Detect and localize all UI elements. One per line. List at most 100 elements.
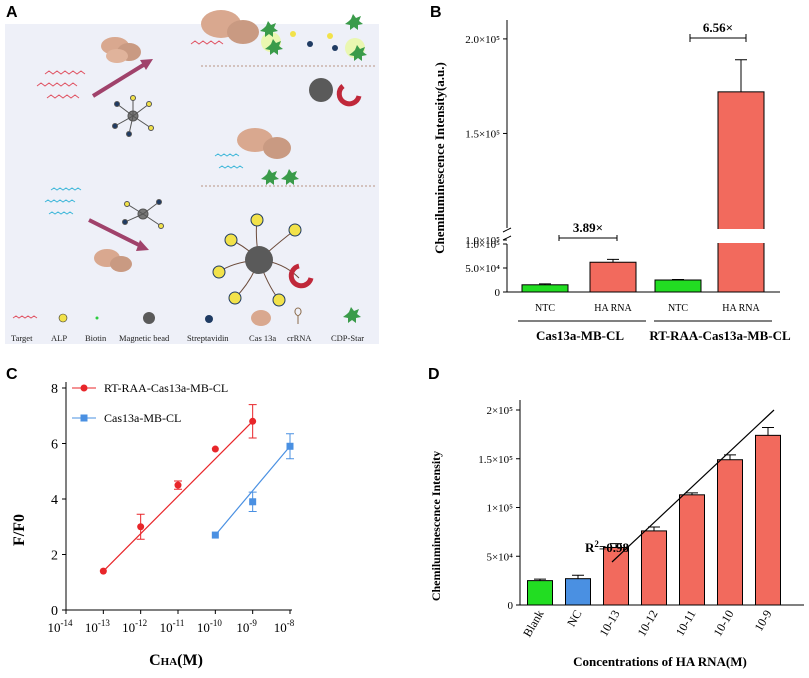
chart-c-point — [137, 523, 145, 531]
chart-d-errorbar — [648, 526, 660, 531]
chart-d-ytick-label: 1.5×10⁵ — [478, 454, 513, 466]
chart-d-errorbar — [572, 574, 584, 579]
chart-b-ylabel: Chemiluminescence Intensity(a.u.) — [432, 62, 447, 254]
chart-d-ytick-label: 0 — [508, 600, 514, 612]
chart-c-ytick-label: 6 — [51, 438, 58, 453]
chart-d-errorbar — [610, 543, 622, 548]
chart-b-errorbar — [607, 258, 619, 263]
chart-b-bar — [654, 279, 702, 293]
panel-d: D Chemiluminescence Intensity 0 5×10⁴ 1×10… — [400, 360, 809, 678]
chart-c-point — [211, 445, 219, 453]
chart-b-xtick-3: NTC — [668, 303, 688, 314]
chart-d-bar — [717, 459, 743, 606]
panel-label-d: D — [428, 366, 440, 383]
legend-cas13a: Cas 13a — [249, 333, 276, 343]
chart-c-xlabel: CHA(M) — [149, 652, 203, 669]
legend-streptavidin: Streptavidin — [187, 333, 229, 343]
chart-c-ytick-label: 4 — [51, 493, 58, 508]
chart-d-xtick-label: Blank — [520, 608, 546, 640]
chart-b-fold-annotations — [558, 34, 747, 241]
chart-c-point — [99, 567, 107, 575]
chart-b-ytick-high-label: 1.0×10⁵ — [465, 239, 500, 251]
chart-d-bar — [641, 530, 667, 606]
chart-d-ytick-label: 1×10⁵ — [486, 503, 513, 515]
chart-d-bar — [679, 494, 705, 606]
panel-label-b: B — [430, 4, 442, 21]
chart-b-ytick-low-label: 5.0×10⁴ — [465, 263, 500, 275]
magnetic-bead-probe-top — [112, 95, 154, 137]
chart-b-bar-break — [717, 229, 765, 243]
chart-b-group-2: RT-RAA-Cas13a-MB-CL — [649, 328, 791, 343]
legend-icons — [12, 307, 361, 326]
chart-b-errorbar — [539, 283, 551, 285]
arrow-bottom — [88, 218, 142, 248]
chart-c-legend-2: Cas13a-MB-CL — [104, 411, 181, 425]
chart-b: Chemiluminescence Intensity(a.u.) 0 5.0×1… — [432, 20, 791, 343]
chart-c-ytick-label: 8 — [51, 382, 58, 397]
chart-d-xtick-label: 10-13 — [596, 608, 622, 639]
chart-c-ytick-label: 0 — [51, 604, 58, 619]
panel-c: C F/F0 0 2 4 6 8 10-14 10-13 10-12 10-11 10-10 10… — [0, 360, 400, 678]
schematic-illustration: Target ALP Biotin Magnetic bead Streptav… — [5, 10, 379, 344]
chart-c-ytick-label: 2 — [51, 549, 58, 564]
legend-biotin: Biotin — [85, 333, 107, 343]
free-cdp-star-bottom — [261, 169, 299, 185]
chart-b-axis-break — [502, 227, 512, 241]
chart-c-xtick-label: 10-9 — [236, 618, 257, 635]
cas13a-complex-top — [101, 37, 141, 63]
chart-b-annotation-1: 3.89× — [573, 220, 603, 235]
target-rna-bottom — [44, 153, 244, 215]
chart-b-errorbar — [735, 59, 747, 92]
chart-c-fit-line — [102, 420, 254, 572]
legend-cdp-star: CDP-Star — [331, 333, 364, 343]
legend-alp: ALP — [51, 333, 67, 343]
chart-b-xtick-4: HA RNA — [722, 303, 760, 314]
legend-labels: Target ALP Biotin Magnetic bead Streptav… — [11, 333, 364, 343]
arrow-top — [91, 62, 147, 98]
panel-a: A — [0, 0, 390, 345]
chart-d-errorbar — [762, 427, 774, 436]
legend-target: Target — [11, 333, 33, 343]
chart-b-xtick-1: NTC — [535, 303, 555, 314]
chart-d-xtick-label: 10-11 — [673, 608, 699, 639]
chart-d-xtick-label: 10-9 — [751, 608, 774, 634]
chart-d-annotation: R2=0.98 — [585, 539, 630, 555]
chart-d-ytick-label: 5×10⁴ — [486, 551, 513, 563]
chart-d: Chemiluminescence Intensity 0 5×10⁴ 1×10⁵ 1… — [429, 400, 804, 669]
chart-b-bar — [521, 284, 569, 293]
chart-d-xtick-label: NC — [564, 608, 584, 629]
chart-d-errorbar — [686, 492, 698, 495]
panel-label-c: C — [6, 366, 18, 383]
magnetic-bead-probe-bottom — [122, 199, 164, 229]
chart-b-ytick-low-label: 1.0×10⁵ — [465, 235, 500, 247]
chart-c-point — [174, 481, 182, 489]
target-rna-top — [36, 70, 86, 99]
chart-b-bar — [717, 91, 765, 293]
chart-c-xtick-label: 10-8 — [274, 618, 295, 635]
chart-c-xtick-label: 10-13 — [85, 618, 110, 635]
chart-d-xtick-label: 10-12 — [634, 608, 660, 639]
chart-c-point — [286, 442, 294, 450]
chart-c-xtick-label: 10-11 — [160, 618, 185, 635]
chart-d-bar — [755, 434, 781, 606]
chart-d-bar — [603, 546, 629, 606]
chart-c-ylabel: F/F0 — [11, 514, 28, 546]
chart-d-xlabel: Concentrations of HA RNA(M) — [573, 654, 747, 669]
chart-c-point — [249, 417, 257, 425]
cas13a-activated-top — [190, 10, 259, 45]
chart-d-errorbar — [534, 578, 546, 581]
chart-b-ytick-low-label: 0 — [495, 287, 501, 299]
chart-c-xtick-label: 10-12 — [122, 618, 147, 635]
cas13a-complex-bottom — [94, 128, 291, 272]
chart-c-fit-line — [214, 445, 291, 536]
chart-d-trend-line — [611, 409, 775, 563]
magnet-top — [309, 78, 362, 107]
chart-b-ytick-high-label: 1.5×10⁵ — [465, 128, 500, 140]
panel-b: B Chemiluminescence Intensity(a.u.) 0 5.0… — [400, 0, 809, 350]
panel-label-a: A — [6, 4, 18, 21]
chart-b-group-1: Cas13a-MB-CL — [536, 328, 624, 343]
chart-c-point — [249, 498, 257, 506]
chart-d-ylabel: Chemiluminescence Intensity — [429, 451, 443, 601]
chart-b-annotation-2: 6.56× — [703, 20, 733, 35]
chart-c-xtick-label: 10-14 — [48, 618, 73, 635]
